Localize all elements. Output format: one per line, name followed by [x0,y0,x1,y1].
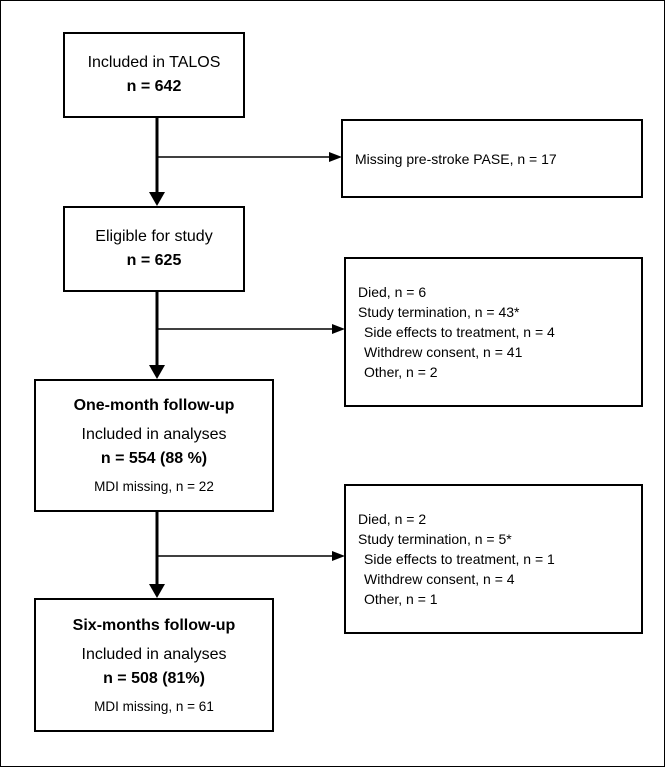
exclusion-box: Missing pre-stroke PASE, n = 17 [341,119,643,198]
exclusion-subitem: Other, n = 2 [364,364,438,380]
box-heading: One-month follow-up [73,397,235,414]
arrowhead [149,365,165,379]
exclusion-subitem: Withdrew consent, n = 4 [364,571,515,587]
box-note: MDI missing, n = 22 [94,479,214,494]
box-label: Included in analyses [81,426,227,443]
box-count: n = 625 [126,252,182,269]
arrowhead [149,584,165,598]
box-count: n = 642 [126,78,182,95]
box-count: n = 508 (81%) [103,669,205,687]
box-heading: Six-months follow-up [72,616,236,634]
exclusion-box: Died, n = 6 Study termination, n = 43* S… [344,257,643,407]
exclusion-item: Study termination, n = 43* [358,304,520,320]
box-label: Eligible for study [95,228,213,245]
box-note: MDI missing, n = 61 [94,698,214,714]
box-count: n = 554 (88 %) [100,450,208,467]
arrowhead [332,551,345,561]
exclusion-subitem: Withdrew consent, n = 41 [364,344,523,360]
exclusion-item: Missing pre-stroke PASE, n = 17 [355,150,557,167]
arrowhead [149,192,165,206]
exclusion-subitem: Side effects to treatment, n = 1 [364,551,555,567]
arrowhead [329,152,342,162]
arrowhead [332,324,345,334]
exclusion-item: Study termination, n = 5* [358,531,512,547]
exclusion-subitem: Other, n = 1 [364,591,438,607]
box: Six-months follow-up Included in analyse… [34,598,274,732]
box: Included in TALOS n = 642 [63,32,245,118]
exclusion-item: Died, n = 6 [358,284,427,300]
exclusion-box: Died, n = 2 Study termination, n = 5* Si… [344,484,643,634]
box-label: Included in analyses [81,645,227,663]
box-label: Included in TALOS [87,54,221,71]
exclusion-subitem: Side effects to treatment, n = 4 [364,324,555,340]
box: Eligible for study n = 625 [63,206,245,292]
exclusion-item: Died, n = 2 [358,511,427,527]
box: One-month follow-up Included in analyses… [34,379,274,512]
